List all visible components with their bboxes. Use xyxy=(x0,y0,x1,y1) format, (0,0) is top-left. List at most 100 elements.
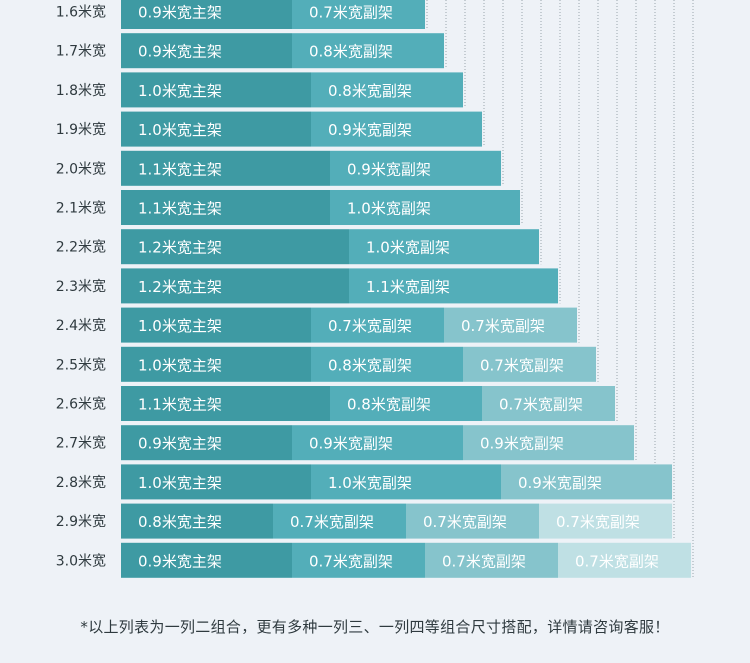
segment-label: 1.1米宽主架 xyxy=(138,200,222,218)
row-label: 2.1米宽 xyxy=(56,200,106,217)
sub-frame-segment xyxy=(292,0,425,29)
main-frame-segment xyxy=(121,190,330,225)
bar-row: 2.4米宽 1.0米宽主架 0.7米宽副架 0.7米宽副架 xyxy=(56,307,577,343)
segment-label: 1.0米宽主架 xyxy=(138,474,222,492)
sub-frame-segment xyxy=(311,346,463,382)
main-frame-segment xyxy=(121,425,292,461)
segment-label: 0.9米宽主架 xyxy=(138,552,222,570)
main-frame-segment xyxy=(121,542,292,578)
row-label: 2.7米宽 xyxy=(56,435,106,452)
bar-row: 2.0米宽 1.1米宽主架 0.9米宽副架 xyxy=(56,150,501,186)
sub-frame-segment xyxy=(330,150,501,186)
segment-label: 1.1米宽主架 xyxy=(138,160,222,178)
main-frame-segment xyxy=(121,464,311,500)
segment-label: 0.7米宽副架 xyxy=(556,513,640,531)
bar-row: 2.9米宽 0.8米宽主架 0.7米宽副架 0.7米宽副架 0.7米宽副架 xyxy=(56,503,672,539)
row-label: 2.6米宽 xyxy=(56,396,106,413)
segment-label: 0.9米宽主架 xyxy=(138,43,222,61)
row-label: 3.0米宽 xyxy=(56,552,106,569)
segment-label: 1.0米宽副架 xyxy=(328,474,412,492)
bar-row: 2.5米宽 1.0米宽主架 0.8米宽副架 0.7米宽副架 xyxy=(56,346,596,382)
sub-frame-segment xyxy=(292,425,463,461)
segment-label: 0.7米宽副架 xyxy=(423,513,507,531)
sub-frame-segment xyxy=(482,386,615,421)
row-label: 2.3米宽 xyxy=(56,278,106,295)
main-frame-segment xyxy=(121,386,330,421)
sub-frame-segment xyxy=(425,542,558,578)
segment-label: 1.0米宽主架 xyxy=(138,317,222,335)
segment-label: 0.9米宽副架 xyxy=(328,121,412,139)
sub-frame-segment xyxy=(330,386,482,421)
row-label: 1.6米宽 xyxy=(56,4,106,21)
sub-frame-segment xyxy=(501,464,672,500)
sub-frame-segment xyxy=(444,307,577,343)
main-frame-segment xyxy=(121,111,311,147)
main-frame-segment xyxy=(121,150,330,186)
segment-label: 0.9米宽主架 xyxy=(138,435,222,453)
sub-frame-segment xyxy=(463,425,634,461)
row-label: 2.8米宽 xyxy=(56,474,106,491)
segment-label: 0.9米宽副架 xyxy=(480,435,564,453)
main-frame-segment xyxy=(121,72,311,108)
sub-frame-segment xyxy=(330,190,520,225)
main-frame-segment xyxy=(121,33,292,69)
main-frame-segment xyxy=(121,229,349,265)
row-label: 2.4米宽 xyxy=(56,317,106,334)
segment-label: 0.8米宽副架 xyxy=(347,396,431,414)
segment-label: 1.0米宽副架 xyxy=(366,239,450,257)
main-frame-segment xyxy=(121,346,311,382)
sub-frame-segment xyxy=(311,111,482,147)
grid-lines xyxy=(426,0,694,578)
sub-frame-segment xyxy=(273,503,406,539)
footnote: *以上列表为一列二组合，更有多种一列三、一列四等组合尺寸搭配，详情请咨询客服！ xyxy=(80,618,670,636)
bar-row: 2.2米宽 1.2米宽主架 1.0米宽副架 xyxy=(56,229,539,265)
segment-label: 1.0米宽副架 xyxy=(347,200,431,218)
bar-row: 2.3米宽 1.2米宽主架 1.1米宽副架 xyxy=(56,268,558,304)
segment-label: 1.0米宽主架 xyxy=(138,356,222,374)
segment-label: 0.7米宽副架 xyxy=(461,317,545,335)
sub-frame-segment xyxy=(349,268,558,304)
bar-row: 2.1米宽 1.1米宽主架 1.0米宽副架 xyxy=(56,190,520,225)
bar-row: 1.7米宽 0.9米宽主架 0.8米宽副架 xyxy=(56,33,444,69)
main-frame-segment xyxy=(121,0,292,29)
bar-row: 3.0米宽 0.9米宽主架 0.7米宽副架 0.7米宽副架 0.7米宽副架 xyxy=(56,542,691,578)
segment-label: 1.2米宽主架 xyxy=(138,239,222,257)
segment-label: 1.2米宽主架 xyxy=(138,278,222,296)
main-frame-segment xyxy=(121,268,349,304)
sub-frame-segment xyxy=(349,229,539,265)
row-label: 2.2米宽 xyxy=(56,239,106,256)
segment-label: 0.7米宽副架 xyxy=(309,4,393,22)
sub-frame-segment xyxy=(292,542,425,578)
segment-label: 0.8米宽主架 xyxy=(138,513,222,531)
bar-row: 2.7米宽 0.9米宽主架 0.9米宽副架 0.9米宽副架 xyxy=(56,425,634,461)
segment-label: 0.8米宽副架 xyxy=(328,356,412,374)
bar-row: 1.6米宽 0.9米宽主架 0.7米宽副架 xyxy=(56,0,425,29)
sub-frame-segment xyxy=(463,346,596,382)
sub-frame-segment xyxy=(311,307,444,343)
segment-label: 0.7米宽副架 xyxy=(480,356,564,374)
segment-label: 0.9米宽主架 xyxy=(138,4,222,22)
segment-label: 0.7米宽副架 xyxy=(290,513,374,531)
bar-row: 1.8米宽 1.0米宽主架 0.8米宽副架 xyxy=(56,72,463,108)
sub-frame-segment xyxy=(292,33,444,69)
segment-label: 0.8米宽副架 xyxy=(328,82,412,100)
segment-label: 0.7米宽副架 xyxy=(309,552,393,570)
bar-row: 2.8米宽 1.0米宽主架 1.0米宽副架 0.9米宽副架 xyxy=(56,464,672,500)
segment-label: 1.0米宽主架 xyxy=(138,121,222,139)
sub-frame-segment xyxy=(539,503,672,539)
segment-label: 0.7米宽副架 xyxy=(499,396,583,414)
segment-label: 1.1米宽主架 xyxy=(138,396,222,414)
row-label: 2.5米宽 xyxy=(56,356,106,373)
segment-label: 0.9米宽副架 xyxy=(347,160,431,178)
segment-label: 0.7米宽副架 xyxy=(442,552,526,570)
bar-row: 2.6米宽 1.1米宽主架 0.8米宽副架 0.7米宽副架 xyxy=(56,386,615,421)
sub-frame-segment xyxy=(558,542,691,578)
row-label: 1.8米宽 xyxy=(56,82,106,99)
sub-frame-segment xyxy=(311,464,501,500)
segment-label: 0.9米宽副架 xyxy=(518,474,602,492)
sub-frame-segment xyxy=(311,72,463,108)
bar-row: 1.9米宽 1.0米宽主架 0.9米宽副架 xyxy=(56,111,482,147)
main-frame-segment xyxy=(121,307,311,343)
segment-label: 1.1米宽副架 xyxy=(366,278,450,296)
